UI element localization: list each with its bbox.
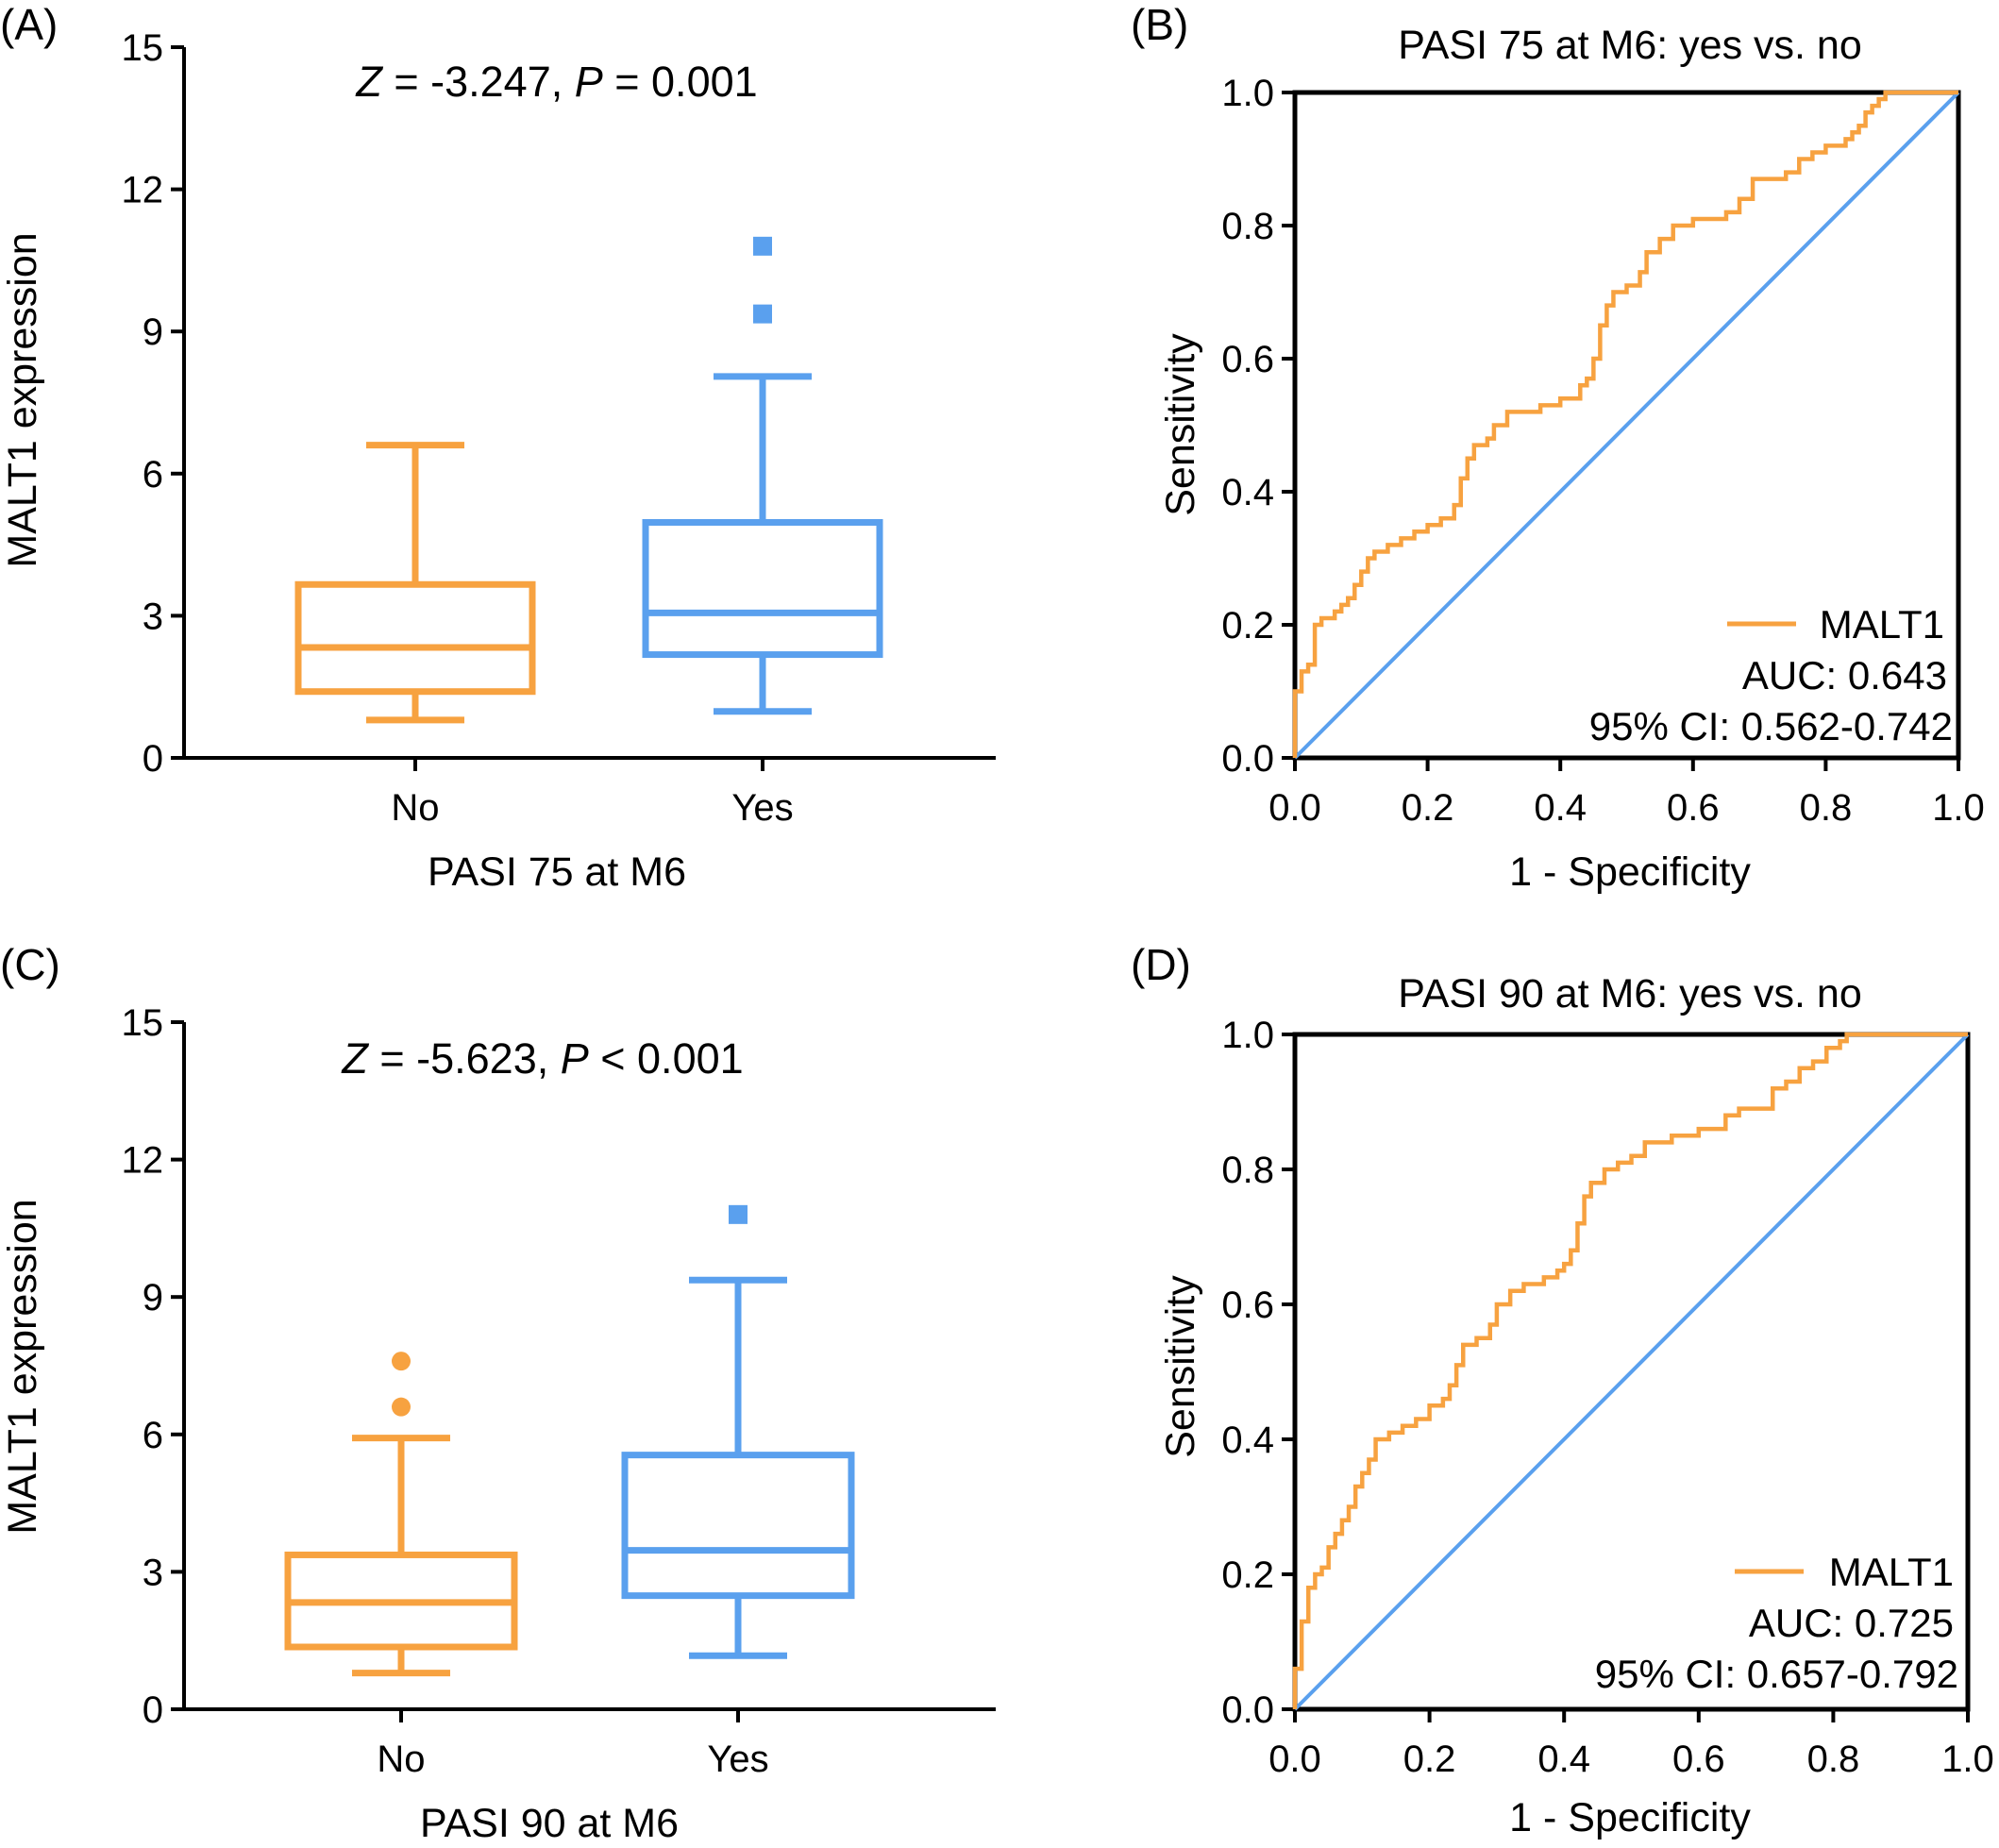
plot-frame bbox=[1292, 1032, 1971, 1712]
panel-b-roc: (B) PASI 75 at M6: yes vs. no 1 - Specif… bbox=[1131, 0, 1985, 895]
panel-a-boxplot: (A) Z = -3.247, P = 0.001 PASI 75 at M6 … bbox=[0, 0, 996, 895]
outlier-point bbox=[392, 1352, 411, 1371]
box-no bbox=[284, 1352, 518, 1677]
x-tick-label: 1.0 bbox=[1941, 1739, 1994, 1780]
y-axis-title: Sensitivity bbox=[1158, 1275, 1203, 1458]
y-tick-label: 6 bbox=[143, 1415, 163, 1456]
y-tick-label: 1.0 bbox=[1221, 1015, 1274, 1056]
box-no bbox=[294, 442, 536, 724]
legend-label: MALT1 bbox=[1820, 602, 1944, 647]
x-tick-label: 0.2 bbox=[1403, 1739, 1456, 1780]
statistic-annotation: Z = -3.247, P = 0.001 bbox=[355, 58, 757, 106]
y-tick-label: 0.6 bbox=[1221, 339, 1274, 380]
x-tick-label: 0.4 bbox=[1537, 1739, 1590, 1780]
iqr-box bbox=[294, 580, 536, 696]
x-axis-title: PASI 90 at M6 bbox=[420, 1801, 679, 1846]
y-tick-label: 1.0 bbox=[1221, 73, 1274, 114]
roc-curve bbox=[1292, 1032, 1968, 1709]
panel-label: (D) bbox=[1131, 940, 1191, 989]
y-axis-title: Sensitivity bbox=[1158, 333, 1203, 516]
y-tick-label: 0.0 bbox=[1221, 1689, 1274, 1731]
y-tick-label: 6 bbox=[143, 454, 163, 496]
panel-label: (A) bbox=[0, 0, 58, 49]
x-tick-label: 0.2 bbox=[1402, 787, 1454, 829]
ci-label: 95% CI: 0.657-0.792 bbox=[1595, 1652, 1958, 1696]
y-tick-label: 12 bbox=[122, 1140, 164, 1182]
statistic-annotation: Z = -5.623, P < 0.001 bbox=[341, 1034, 743, 1083]
outlier-point bbox=[729, 1204, 748, 1224]
panel-label: (C) bbox=[0, 940, 60, 989]
chart-title: PASI 75 at M6: yes vs. no bbox=[1398, 23, 1862, 68]
x-tick-label: Yes bbox=[731, 787, 793, 829]
ci-label: 95% CI: 0.562-0.742 bbox=[1589, 704, 1953, 748]
x-tick-label: 0.0 bbox=[1268, 787, 1321, 829]
x-tick-label: 1.0 bbox=[1932, 787, 1985, 829]
panel-d-roc: (D) PASI 90 at M6: yes vs. no 1 - Specif… bbox=[1131, 940, 1994, 1840]
y-tick-label: 0.0 bbox=[1221, 738, 1274, 780]
plot-frame bbox=[1292, 90, 1961, 761]
y-tick-label: 12 bbox=[122, 170, 164, 211]
y-axis-title: MALT1 expression bbox=[0, 232, 45, 567]
y-tick-label: 0.8 bbox=[1221, 1150, 1274, 1191]
outlier-point bbox=[753, 304, 772, 324]
y-tick-label: 9 bbox=[143, 311, 163, 353]
x-tick-label: 0.4 bbox=[1534, 787, 1587, 829]
x-tick-label: Yes bbox=[707, 1739, 768, 1780]
y-tick-label: 0.8 bbox=[1221, 206, 1274, 247]
panel-label: (B) bbox=[1131, 0, 1188, 49]
y-tick-label: 0.6 bbox=[1221, 1285, 1274, 1326]
box-yes bbox=[642, 236, 883, 715]
x-tick-label: 0.8 bbox=[1800, 787, 1853, 829]
x-tick-label: 0.0 bbox=[1268, 1739, 1321, 1780]
x-tick-label: 0.6 bbox=[1667, 787, 1720, 829]
x-axis-title: PASI 75 at M6 bbox=[428, 849, 686, 895]
outlier-point bbox=[392, 1397, 411, 1417]
roc-curve bbox=[1292, 90, 1958, 758]
y-tick-label: 0.4 bbox=[1221, 472, 1274, 513]
x-tick-label: No bbox=[391, 787, 439, 829]
y-tick-label: 9 bbox=[143, 1277, 163, 1319]
y-tick-label: 15 bbox=[122, 27, 164, 69]
x-tick-label: No bbox=[377, 1739, 425, 1780]
x-axis-title: 1 - Specificity bbox=[1509, 849, 1751, 895]
legend-label: MALT1 bbox=[1829, 1550, 1954, 1594]
reference-diagonal bbox=[1293, 91, 1960, 760]
outlier-point bbox=[753, 236, 772, 256]
y-tick-label: 3 bbox=[143, 596, 163, 637]
panel-c-boxplot: (C) Z = -5.623, P < 0.001 PASI 90 at M6 … bbox=[0, 940, 996, 1846]
iqr-box bbox=[621, 1452, 855, 1600]
reference-diagonal bbox=[1293, 1033, 1970, 1711]
y-tick-label: 3 bbox=[143, 1552, 163, 1593]
iqr-box bbox=[642, 519, 883, 659]
auc-label: AUC: 0.643 bbox=[1742, 653, 1947, 697]
y-tick-label: 0 bbox=[143, 1689, 163, 1731]
y-tick-label: 0 bbox=[143, 738, 163, 780]
y-axis-title: MALT1 expression bbox=[0, 1199, 45, 1534]
box-yes bbox=[621, 1204, 855, 1659]
y-tick-label: 0.2 bbox=[1221, 605, 1274, 647]
y-tick-label: 0.4 bbox=[1221, 1420, 1274, 1461]
chart-title: PASI 90 at M6: yes vs. no bbox=[1398, 971, 1862, 1016]
x-tick-label: 0.6 bbox=[1672, 1739, 1725, 1780]
auc-label: AUC: 0.725 bbox=[1749, 1601, 1954, 1645]
y-tick-label: 0.2 bbox=[1221, 1554, 1274, 1596]
y-tick-label: 15 bbox=[122, 1002, 164, 1044]
x-tick-label: 0.8 bbox=[1807, 1739, 1860, 1780]
x-axis-title: 1 - Specificity bbox=[1509, 1795, 1751, 1840]
